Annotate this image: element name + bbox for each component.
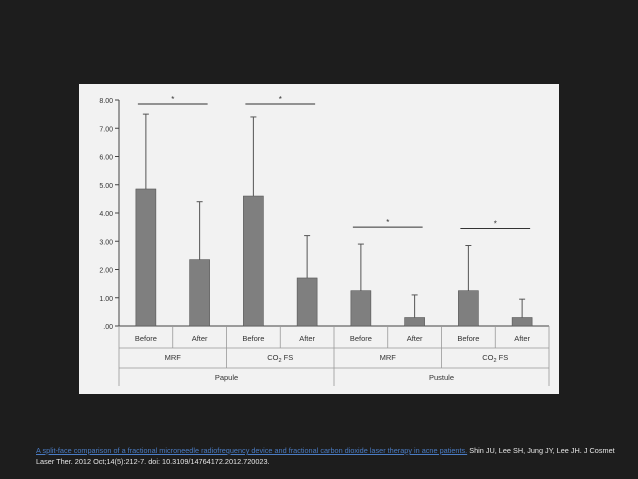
- bar: [135, 188, 157, 327]
- y-tick-label: .00: [103, 324, 113, 331]
- treatment-label: CO2 FS: [267, 353, 293, 364]
- citation: A split-face comparison of a fractional …: [36, 446, 626, 467]
- category-label: Before: [135, 334, 157, 343]
- category-label: After: [514, 334, 530, 343]
- bar: [404, 317, 425, 327]
- treatment-label: CO2 FS: [482, 353, 508, 364]
- y-tick-label: 6.00: [99, 155, 113, 162]
- subscript: 2: [494, 358, 497, 364]
- significance-marker: *: [386, 218, 389, 227]
- y-tick-label: 2.00: [99, 268, 113, 275]
- significance-marker: *: [279, 95, 282, 104]
- category-label: Before: [242, 334, 264, 343]
- bar-chart: 8.00 7.00 6.00 5.00 4.00 3.00 2.00 1.00 .00 Befor…: [99, 95, 550, 386]
- suffix: FS: [497, 353, 509, 362]
- y-tick-label: 7.00: [99, 126, 113, 133]
- citation-reference: Shin JU, Lee SH, Jung JY, Lee JH. J Cosm…: [36, 446, 615, 466]
- y-tick-label: 3.00: [99, 239, 113, 246]
- category-label: After: [299, 334, 315, 343]
- y-tick-label: 5.00: [99, 183, 113, 190]
- significance-marker: *: [171, 95, 174, 104]
- bar: [511, 317, 533, 327]
- treatment-label: MRF: [380, 353, 397, 362]
- bar: [243, 195, 264, 327]
- y-tick-label: 8.00: [99, 98, 113, 105]
- bar: [189, 259, 210, 327]
- category-label: After: [407, 334, 423, 343]
- suffix: FS: [282, 353, 294, 362]
- bar: [296, 277, 318, 327]
- lesion-label: Papule: [215, 373, 238, 382]
- category-label: Before: [457, 334, 479, 343]
- category-label: Before: [350, 334, 372, 343]
- category-label: After: [192, 334, 208, 343]
- y-tick-label: 1.00: [99, 296, 113, 303]
- bar: [350, 290, 372, 327]
- article-link[interactable]: A split-face comparison of a fractional …: [36, 446, 468, 455]
- treatment-label: MRF: [165, 353, 182, 362]
- bar: [458, 290, 479, 327]
- subscript: 2: [279, 358, 282, 364]
- significance-marker: *: [494, 220, 497, 229]
- y-tick-label: 4.00: [99, 211, 113, 218]
- figure-panel: 8.00 7.00 6.00 5.00 4.00 3.00 2.00 1.00 .00 Befor…: [79, 84, 559, 394]
- lesion-label: Pustule: [429, 373, 454, 382]
